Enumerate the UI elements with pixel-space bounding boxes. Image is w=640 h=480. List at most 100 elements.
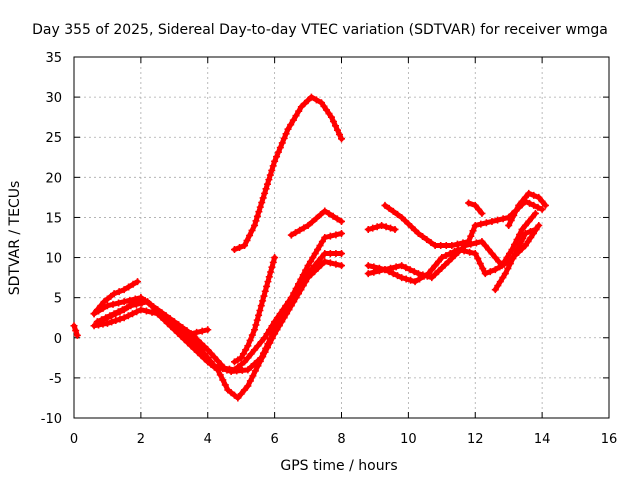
data-point	[479, 265, 487, 273]
data-point	[147, 301, 155, 309]
x-tick-label: 12	[467, 432, 484, 447]
data-point	[419, 271, 427, 279]
data-point	[378, 221, 386, 229]
data-point	[296, 226, 304, 234]
data-point	[271, 254, 279, 262]
x-tick-label: 14	[534, 432, 551, 447]
data-point	[314, 258, 322, 266]
data-point	[496, 278, 504, 286]
data-point	[401, 217, 409, 225]
data-point	[269, 258, 277, 266]
data-point	[524, 238, 532, 246]
data-point	[505, 221, 513, 229]
data-point	[375, 267, 383, 275]
data-point	[273, 321, 281, 329]
data-point	[394, 210, 402, 218]
data-point	[216, 371, 224, 379]
data-point	[333, 126, 341, 134]
data-point	[102, 314, 110, 322]
data-point	[129, 280, 137, 288]
data-point	[137, 306, 145, 314]
data-point	[438, 264, 446, 272]
x-tick-label: 16	[601, 432, 618, 447]
data-point	[264, 278, 272, 286]
series-track-1	[70, 322, 81, 339]
data-point	[244, 354, 252, 362]
data-point	[115, 299, 123, 307]
data-point	[90, 322, 98, 330]
y-tick-label: 0	[54, 332, 62, 347]
data-point	[312, 214, 320, 222]
data-point	[477, 220, 485, 228]
data-point	[244, 342, 252, 350]
data-point	[506, 260, 514, 268]
data-point	[133, 308, 141, 316]
data-point	[114, 308, 122, 316]
data-point	[164, 317, 172, 325]
data-point	[486, 268, 494, 276]
data-point	[296, 282, 304, 290]
data-point	[109, 300, 117, 308]
data-point	[481, 270, 489, 278]
data-point	[221, 381, 229, 389]
data-point	[257, 354, 265, 362]
data-point	[144, 298, 152, 306]
data-point	[248, 331, 256, 339]
data-point	[428, 274, 436, 282]
data-point	[515, 201, 523, 209]
data-point	[116, 315, 124, 323]
data-point	[402, 275, 410, 283]
data-point	[521, 193, 529, 201]
data-point	[511, 241, 519, 249]
data-point	[295, 107, 303, 115]
data-point	[476, 260, 484, 268]
data-point	[338, 217, 345, 225]
x-tick-label: 4	[204, 432, 212, 447]
data-point	[112, 317, 120, 325]
data-point	[475, 205, 483, 213]
data-point	[251, 326, 259, 334]
data-point	[255, 311, 263, 319]
data-point	[276, 144, 284, 152]
data-point	[448, 242, 456, 250]
data-point	[154, 307, 162, 315]
data-point	[398, 262, 406, 270]
data-point	[187, 342, 195, 350]
data-point	[538, 197, 546, 205]
data-point	[331, 122, 339, 130]
data-point	[434, 258, 442, 266]
data-point	[251, 221, 259, 229]
data-point	[461, 242, 469, 250]
data-point	[237, 354, 245, 362]
data-point	[471, 221, 479, 229]
data-point	[410, 268, 418, 276]
data-point	[265, 273, 273, 281]
data-point	[278, 312, 286, 320]
data-point	[441, 261, 449, 269]
data-point	[292, 229, 300, 237]
data-point	[333, 215, 341, 223]
data-point	[504, 265, 512, 273]
data-point	[516, 240, 524, 248]
data-point	[207, 358, 215, 366]
data-point	[246, 377, 254, 385]
data-point	[338, 262, 345, 270]
data-point	[287, 294, 295, 302]
series-track-13	[364, 209, 539, 282]
series-track-6	[93, 250, 345, 375]
series-track-14	[465, 199, 486, 217]
data-point	[521, 242, 529, 250]
data-point	[187, 335, 195, 343]
data-point	[369, 224, 377, 232]
data-point	[280, 307, 288, 315]
data-point	[434, 267, 442, 275]
data-point	[338, 135, 345, 143]
data-point	[301, 274, 309, 282]
data-point	[298, 278, 306, 286]
x-tick-label: 0	[70, 432, 78, 447]
data-point	[381, 266, 389, 274]
data-point	[257, 338, 265, 346]
data-point	[416, 275, 424, 283]
data-point	[268, 166, 276, 174]
data-point	[180, 329, 188, 337]
